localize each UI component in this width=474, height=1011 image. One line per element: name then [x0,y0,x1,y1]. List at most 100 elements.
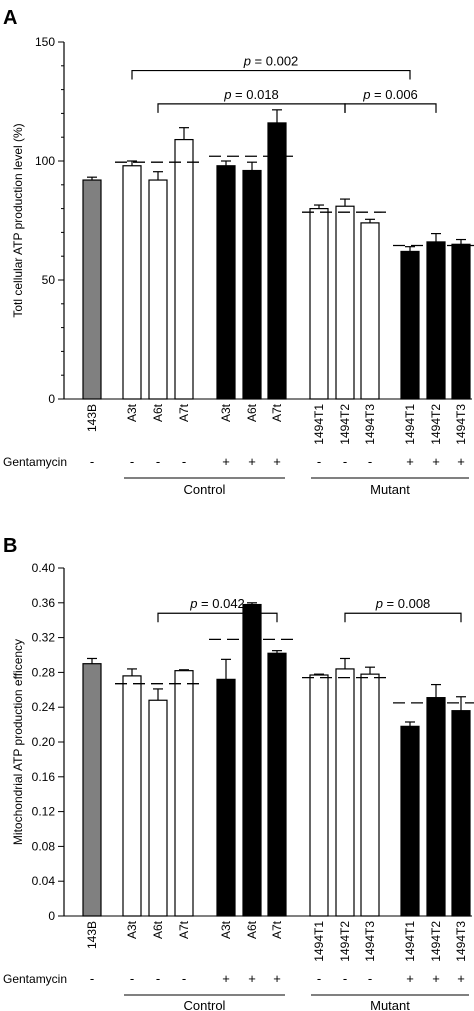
y-tick-label: 0 [48,392,55,406]
y-tick-label: 0.08 [32,839,56,853]
bar [122,675,142,917]
category-label: 1494T1 [403,921,417,962]
bar [335,205,355,400]
gentamycin-sign: - [156,454,160,469]
p-value: = 0.042 [197,596,244,611]
gentamycin-sign: + [457,454,465,469]
panel-letter: A [3,7,17,29]
gentamycin-sign: + [432,454,440,469]
gentamycin-sign: - [368,454,372,469]
bar [400,725,420,917]
p-symbol: p [362,87,370,102]
category-label: 143B [85,404,99,432]
panel-b: B 0 0.04 0.08 0.12 0.16 0.20 0.24 0.28 0.32 0.36 0.… [3,535,474,1011]
y-axis-label: Totl cellular ATP production level (%) [11,123,25,317]
category-label: 1494T3 [454,404,468,445]
bar [82,663,102,917]
bar [174,138,194,400]
bar [451,243,471,400]
category-label: 1494T3 [454,921,468,962]
panel-a: A 0 50 100 150 Totl cellular ATP production l… [3,7,474,497]
category-label: 1494T1 [312,921,326,962]
category-label: A7t [177,403,191,422]
gentamycin-sign: + [406,971,414,986]
category-label: 1494T3 [363,404,377,445]
category-label: A6t [245,403,259,422]
bar [267,122,287,400]
category-label: A7t [177,920,191,939]
gentamycin-sign: - [182,454,186,469]
gentamycin-sign: - [130,971,134,986]
significance-bracket [157,103,346,113]
p-symbol: p [223,87,231,102]
significance-bracket [157,612,278,623]
category-label: A3t [219,403,233,422]
bar [360,673,380,917]
category-label: 1494T3 [363,921,377,962]
y-tick-label: 0.12 [32,805,56,819]
category-label: 1494T2 [429,404,443,445]
gentamycin-sign: - [90,971,94,986]
gentamycin-label: Gentamycin [3,455,67,469]
bar [242,169,262,400]
category-label: A6t [151,403,165,422]
gentamycin-sign: + [248,971,256,986]
gentamycin-sign: + [432,971,440,986]
gentamycin-sign: + [457,971,465,986]
significance-bracket [344,103,437,113]
category-label: 1494T2 [429,921,443,962]
bar [148,179,168,400]
category-label: A3t [125,920,139,939]
y-tick-label: 0.40 [32,561,56,575]
category-label: A7t [270,403,284,422]
gentamycin-label: Gentamycin [3,972,67,986]
y-tick-label: 100 [35,154,55,168]
p-value: = 0.018 [231,87,278,102]
y-tick-label: 50 [42,273,56,287]
group-label: Mutant [370,998,410,1011]
gentamycin-sign: + [248,454,256,469]
p-value-label: p = 0.018 [223,87,279,102]
bar [216,678,236,917]
gentamycin-sign: + [222,454,230,469]
bar [426,241,446,400]
bar [360,222,380,400]
category-label: 143B [85,921,99,949]
y-axis-label: Mitochondrial ATP production efficency [11,639,25,845]
category-label: A6t [245,920,259,939]
group-label: Mutant [370,482,410,497]
gentamycin-sign: - [90,454,94,469]
gentamycin-sign: - [317,454,321,469]
y-tick-label: 0.16 [32,770,56,784]
p-value-label: p = 0.002 [243,54,299,69]
y-tick-label: 0.36 [32,596,56,610]
bar [335,668,355,917]
y-tick-label: 0.04 [32,874,56,888]
group-label: Control [184,482,226,497]
gentamycin-sign: - [130,454,134,469]
bar [267,652,287,917]
gentamycin-sign: - [182,971,186,986]
bar [174,670,194,917]
p-value-label: p = 0.008 [375,596,431,611]
category-label: 1494T2 [338,404,352,445]
p-symbol: p [189,596,197,611]
significance-bracket [131,69,411,80]
bar [309,208,329,400]
p-symbol: p [243,54,251,69]
p-value: = 0.002 [251,54,298,69]
category-label: A3t [125,403,139,422]
gentamycin-sign: - [343,454,347,469]
panel-letter: B [3,535,17,557]
category-label: 1494T1 [312,404,326,445]
p-symbol: p [375,596,383,611]
gentamycin-sign: + [406,454,414,469]
p-value: = 0.006 [370,87,417,102]
bar [242,603,262,917]
y-tick-label: 0.32 [32,631,56,645]
gentamycin-sign: - [343,971,347,986]
category-label: A3t [219,920,233,939]
gentamycin-sign: + [273,454,281,469]
category-label: A7t [270,920,284,939]
bar [82,179,102,400]
